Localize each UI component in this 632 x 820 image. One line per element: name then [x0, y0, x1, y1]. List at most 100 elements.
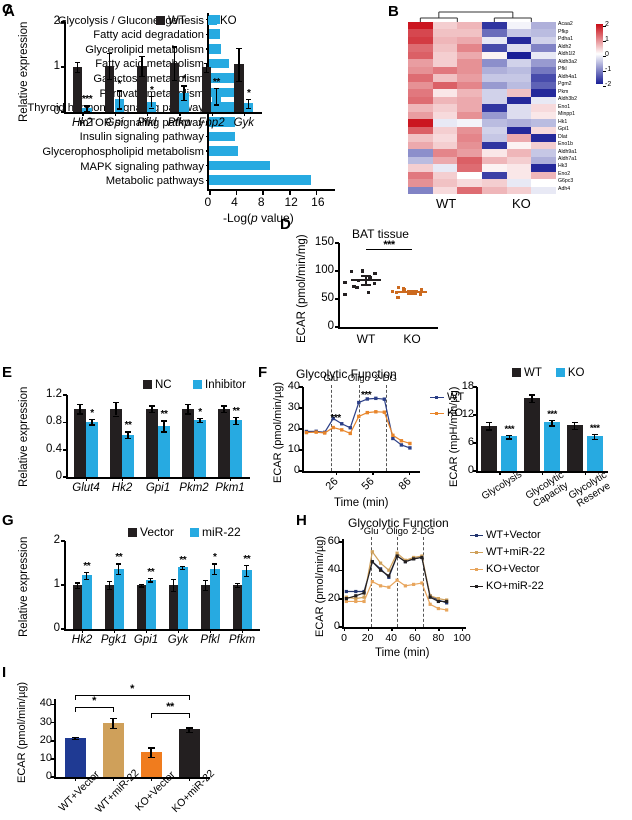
panel-b-colorbar-tickmark [603, 56, 606, 57]
panel-b-cell [432, 149, 458, 157]
legend-label: Inhibitor [205, 379, 246, 391]
panel-b-cell [531, 126, 557, 135]
error-cap [213, 104, 219, 106]
significance-marker: ** [232, 405, 240, 417]
panel-b-cell [506, 81, 532, 90]
y-tick-label: 60 [327, 534, 340, 547]
panel-b-cell [506, 141, 532, 150]
bar [232, 585, 242, 629]
comparison-tick [75, 707, 77, 712]
legend-item-3: KO+miR-22 [470, 580, 545, 592]
category-label: Pfkp [167, 117, 191, 129]
panel-b-cell [482, 74, 508, 83]
comparison-tick [189, 713, 191, 718]
panel-b-cell [482, 126, 508, 135]
x-axis [54, 777, 211, 779]
category-label: Gpi1 [133, 634, 159, 646]
error-bar [206, 62, 208, 72]
panel-b-colorbar [596, 24, 603, 84]
panel-b-cell [408, 149, 434, 157]
error-bar [150, 577, 152, 582]
y-tick [299, 407, 304, 409]
x-tick-label: 0 [341, 632, 347, 644]
significance-marker: * [213, 552, 217, 564]
panel-b-cell [432, 186, 458, 195]
panel-b-colorbar-tick: 1 [605, 36, 609, 43]
x-tick-label: 56 [359, 475, 377, 493]
data-point [396, 286, 401, 290]
legend-marker [470, 551, 483, 555]
error-cap [106, 588, 112, 591]
error-bar [187, 403, 189, 414]
x-tick [82, 112, 84, 116]
panel-f-legend: WT KO [430, 391, 464, 423]
panel-b-cell [482, 36, 508, 45]
category-label: Pkm2 [179, 482, 209, 494]
y-tick-label: 1.2 [46, 388, 62, 400]
panel-b-gene-label: Pfkl [558, 66, 567, 73]
error-cap [486, 422, 493, 424]
legend-item-2: KO+Vector [470, 563, 545, 575]
legend-swatch [193, 380, 202, 390]
error-cap [571, 429, 578, 431]
data-point [373, 271, 377, 275]
panel-b-cell [457, 89, 483, 98]
panel-c: C Relative expression *** Hk2 * Gpi * Pfkl * Pf… [0, 0, 278, 150]
legend-label: KO [220, 15, 237, 27]
panel-c-letter: C [2, 1, 13, 18]
panel-b-cell [531, 119, 557, 128]
error-bar [108, 581, 110, 589]
bar [179, 92, 189, 112]
error-bar [151, 95, 153, 108]
panel-b-cell [531, 186, 557, 195]
marker-label: Oligo [386, 526, 409, 537]
panel-b-colorbar-tickmark [603, 26, 606, 27]
significance-marker: *** [504, 423, 515, 435]
error-bar [163, 420, 165, 432]
bar [146, 408, 158, 477]
x-tick-label: 20 [361, 632, 374, 644]
comparison-tick [113, 707, 115, 712]
error-cap [84, 571, 90, 574]
panel-a-xtick-label: 0 [204, 195, 212, 210]
error-cap [161, 420, 167, 422]
panel-b-cell [432, 104, 458, 113]
x-tick [75, 777, 77, 781]
y-axis [64, 22, 67, 113]
panel-b-cell [506, 179, 532, 187]
error-cap [89, 424, 95, 426]
x-tick [584, 471, 587, 475]
bar [230, 420, 242, 477]
error-cap [591, 438, 598, 441]
y-tick [339, 597, 344, 600]
error-bar [173, 46, 175, 80]
error-cap [591, 434, 598, 436]
panel-b-cell [506, 89, 532, 98]
panel-b-heatmap [408, 22, 557, 195]
panel-b-cell [506, 134, 532, 143]
error-cap [233, 416, 239, 419]
panel-b-cell [432, 51, 458, 60]
data-point [394, 291, 398, 295]
error-cap [107, 52, 113, 54]
panel-b-cell [506, 29, 532, 38]
panel-b-cell [531, 171, 557, 180]
y-tick [62, 448, 67, 451]
panel-b-cell [432, 59, 458, 68]
error-bar [182, 565, 184, 570]
panel-a-category-label: mTOR signaling pathway [79, 116, 204, 129]
marker-line [423, 537, 425, 627]
sem-cap [407, 293, 417, 295]
marker-label: 2-DG [374, 373, 397, 384]
bar [102, 722, 124, 777]
y-tick [62, 394, 67, 396]
panel-b-gene-label: Eno2 [558, 170, 571, 177]
panel-b-cell [432, 74, 458, 83]
panel-b-cell [506, 59, 532, 68]
y-tick [299, 449, 304, 451]
error-cap [147, 756, 155, 758]
panel-a-bar [209, 146, 238, 156]
panel-b-group-ko: KO [512, 196, 531, 211]
y-tick-label: 1 [53, 578, 60, 590]
error-cap [212, 574, 218, 576]
